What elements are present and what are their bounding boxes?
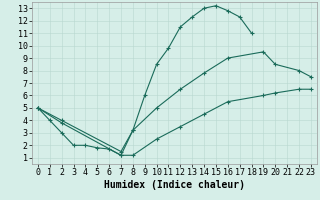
X-axis label: Humidex (Indice chaleur): Humidex (Indice chaleur) <box>104 180 245 190</box>
